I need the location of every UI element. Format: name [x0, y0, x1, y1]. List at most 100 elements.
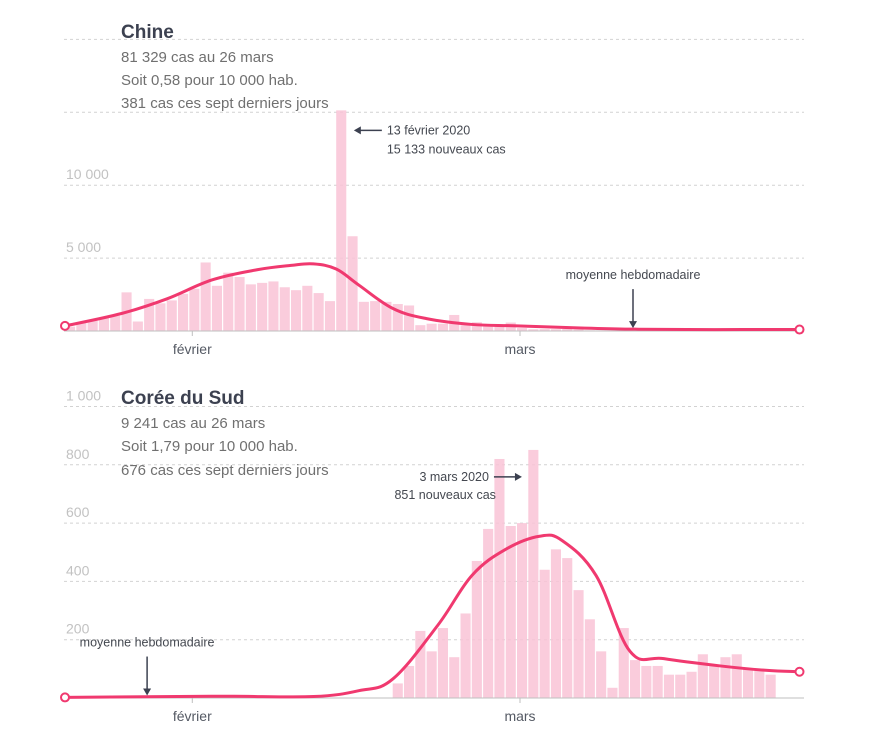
bar — [562, 558, 573, 698]
chart-subtitle-line: 676 cas ces sept derniers jours — [121, 462, 329, 479]
bar — [754, 668, 765, 698]
peak-arrowhead — [353, 126, 361, 135]
bar — [550, 329, 561, 331]
bar — [483, 528, 494, 698]
bar — [110, 315, 121, 331]
bar — [630, 660, 641, 698]
bar — [358, 301, 369, 331]
peak-annotation-date: 3 mars 2020 — [419, 470, 489, 484]
x-tick-label: mars — [504, 341, 535, 357]
chart-subtitle-line: 381 cas ces sept derniers jours — [121, 95, 329, 112]
bar — [313, 293, 324, 331]
bar — [562, 328, 573, 331]
bar — [370, 301, 381, 331]
bar — [257, 282, 268, 331]
bar — [392, 304, 403, 331]
x-tick-label: février — [173, 341, 212, 357]
bar — [483, 324, 494, 331]
average-annotation-label: moyenne hebdomadaire — [566, 268, 701, 282]
bar — [76, 322, 87, 331]
bar — [539, 569, 550, 698]
peak-annotation-value: 851 nouveaux cas — [394, 488, 495, 502]
bar — [596, 651, 607, 698]
bar — [65, 326, 76, 331]
line-end-point — [794, 666, 805, 677]
bar — [404, 665, 415, 698]
chart-subtitle-line: Soit 0,58 pour 10 000 hab. — [121, 72, 298, 89]
line-start-point — [60, 692, 70, 703]
chart-subtitle-line: 81 329 cas au 26 mars — [121, 49, 274, 66]
bar — [234, 277, 245, 331]
bar — [494, 326, 505, 331]
bar — [291, 290, 302, 331]
bar — [550, 549, 561, 698]
bar — [731, 654, 742, 698]
bar — [155, 303, 166, 331]
bar — [166, 300, 177, 331]
average-annotation-label: moyenne hebdomadaire — [80, 636, 215, 650]
bar — [584, 619, 595, 698]
weekly-average-line — [63, 262, 801, 332]
bar — [437, 323, 448, 331]
chart-subtitle-line: 9 241 cas au 26 mars — [121, 415, 265, 432]
y-tick-label: 600 — [66, 504, 90, 520]
bar — [144, 298, 155, 331]
bar — [426, 323, 437, 331]
bar — [517, 328, 528, 331]
bar — [132, 321, 143, 331]
x-tick-label: février — [173, 708, 212, 724]
bar — [697, 654, 708, 698]
bar — [573, 590, 584, 698]
x-tick-label: mars — [504, 708, 535, 724]
bar — [505, 526, 516, 698]
bar — [268, 281, 279, 331]
bar — [437, 628, 448, 698]
peak-annotation-value: 15 133 nouveaux cas — [387, 142, 506, 156]
bar — [641, 665, 652, 698]
bar — [404, 305, 415, 331]
bar — [302, 285, 313, 331]
bar — [415, 325, 426, 331]
bar — [324, 301, 335, 331]
y-tick-label: 10 000 — [66, 166, 109, 182]
weekly-average-line — [63, 533, 801, 699]
bar — [743, 668, 754, 698]
peak-arrowhead — [514, 472, 522, 481]
bar — [211, 285, 222, 331]
bar — [347, 236, 358, 331]
bar — [618, 628, 629, 698]
bar — [652, 665, 663, 698]
bar — [686, 671, 697, 698]
chart-coree-du-sud: 200 400 600 800 1 000 février mars Corée du Sud… — [60, 388, 805, 724]
y-tick-label: 5 000 — [66, 239, 101, 255]
bar — [449, 657, 460, 698]
bar — [426, 651, 437, 698]
bar — [539, 329, 550, 331]
peak-annotation-date: 13 février 2020 — [387, 123, 470, 137]
chart-title: Corée du Sud — [121, 388, 245, 409]
y-tick-label: 400 — [66, 562, 90, 578]
bar — [200, 262, 211, 331]
bar — [675, 674, 686, 698]
bar — [98, 317, 109, 331]
bar — [573, 329, 584, 331]
bar — [189, 288, 200, 331]
bar — [392, 683, 403, 698]
bar — [460, 325, 471, 331]
bar — [517, 523, 528, 698]
bar — [471, 560, 482, 698]
chart-title: Chine — [121, 22, 174, 43]
chart-subtitle-line: Soit 1,79 pour 10 000 hab. — [121, 438, 298, 455]
bar — [415, 630, 426, 698]
bar — [765, 674, 776, 698]
bar — [709, 665, 720, 698]
bar — [607, 687, 618, 698]
bar — [223, 272, 234, 331]
bar — [720, 657, 731, 698]
bar — [663, 674, 674, 698]
bar — [87, 320, 98, 331]
average-arrowhead — [143, 688, 152, 696]
bar — [528, 449, 539, 698]
line-start-point — [60, 320, 70, 331]
